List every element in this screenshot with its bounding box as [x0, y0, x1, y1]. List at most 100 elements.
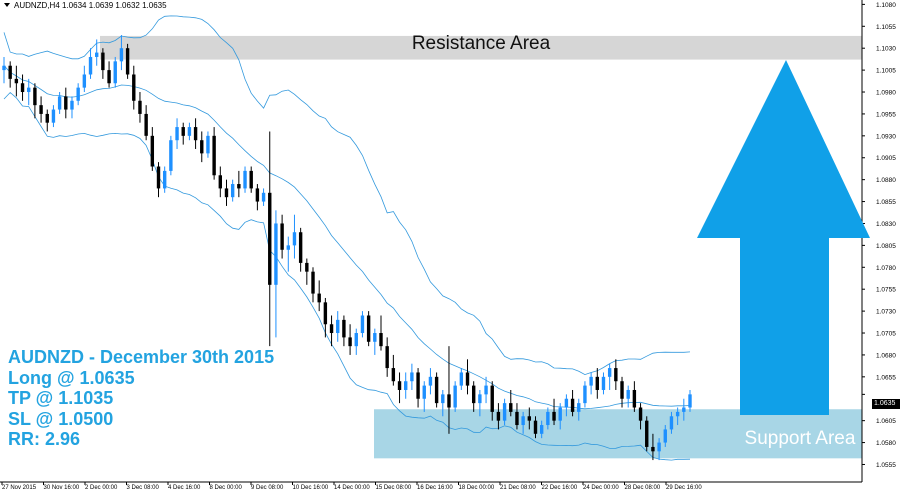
support-label: Support Area	[744, 428, 856, 449]
candle-body	[150, 135, 155, 167]
y-tick-label: 1.0805	[876, 243, 896, 250]
candle	[577, 398, 581, 421]
bollinger-middle	[3, 65, 691, 410]
x-tick-label: 9 Dec 08:00	[251, 485, 284, 491]
y-tick-label: 1.0605	[876, 418, 896, 425]
current-price-badge: 1.0635	[872, 399, 900, 409]
candle	[509, 389, 513, 417]
y-tick-label: 1.1080	[876, 2, 896, 9]
candle-body	[570, 398, 575, 412]
candle-body	[484, 385, 488, 395]
candle	[570, 389, 575, 417]
candle	[132, 65, 136, 110]
candle-body	[193, 127, 198, 141]
candle	[230, 179, 235, 202]
x-tick-label: 10 Dec 16:00	[293, 485, 329, 491]
candle	[614, 359, 618, 390]
candle-body	[533, 420, 538, 434]
candle-body	[64, 96, 68, 110]
candle-body	[218, 175, 223, 189]
trade-reward-risk: RR: 2.96	[8, 429, 81, 449]
y-tick-label: 1.1005	[876, 68, 896, 75]
candle	[218, 166, 223, 198]
candle	[379, 315, 383, 351]
candle	[224, 179, 229, 206]
candle-body	[638, 407, 643, 421]
candle-body	[360, 315, 365, 334]
trade-take-profit: TP @ 1.1035	[8, 388, 114, 408]
candle	[490, 381, 494, 421]
candle	[76, 83, 80, 106]
candle	[57, 92, 62, 114]
symbol-info: AUDNZD,H4 1.0634 1.0639 1.0632 1.0635	[14, 1, 167, 10]
candle-body	[465, 372, 470, 386]
candle-body	[76, 87, 80, 101]
candle	[45, 109, 49, 132]
symbol-menu-icon[interactable]	[4, 3, 10, 7]
candle-body	[539, 425, 544, 434]
candle	[70, 96, 74, 119]
candle-body	[447, 394, 451, 408]
candle-body	[329, 324, 334, 334]
candle-body	[70, 100, 74, 110]
candle	[150, 127, 155, 171]
candle	[626, 385, 630, 408]
candle	[607, 363, 612, 390]
y-tick-label: 1.0555	[876, 462, 896, 469]
candle-body	[2, 65, 6, 71]
candle	[354, 328, 358, 355]
candle	[583, 381, 587, 408]
candle-body	[119, 48, 124, 62]
candle-body	[391, 368, 396, 382]
candle	[416, 368, 420, 408]
x-tick-label: 18 Dec 00:00	[459, 485, 495, 491]
candle	[243, 166, 247, 193]
candle-body	[169, 140, 173, 171]
candle-body	[255, 188, 260, 202]
candle-body	[187, 127, 192, 136]
candle-body	[33, 87, 37, 106]
candle-body	[323, 302, 328, 325]
candle-body	[620, 381, 624, 399]
candle-body	[144, 113, 148, 136]
candle	[88, 48, 93, 79]
x-tick-label: 30 Nov 16:00	[44, 485, 80, 491]
candle	[39, 96, 43, 123]
candle-body	[688, 394, 692, 408]
candle-body	[348, 337, 352, 347]
x-tick-label: 3 Dec 08:00	[127, 485, 160, 491]
bollinger-upper	[3, 15, 691, 376]
y-tick-label: 1.0680	[876, 352, 896, 359]
y-tick-label: 1.0930	[876, 133, 896, 140]
candle	[292, 214, 297, 259]
candle	[342, 315, 346, 347]
candle-body	[317, 293, 321, 303]
x-tick-label: 21 Dec 08:00	[500, 485, 536, 491]
candle	[422, 381, 426, 412]
x-tick-label: 2 Dec 00:00	[85, 485, 118, 491]
candle	[261, 188, 266, 206]
resistance-zone	[100, 35, 862, 60]
candle-body	[379, 333, 383, 347]
candle	[144, 105, 148, 141]
up-arrow-icon	[697, 60, 870, 415]
x-tick-label: 8 Dec 00:00	[210, 485, 243, 491]
bollinger-lower	[3, 91, 691, 461]
candle	[20, 74, 25, 101]
candle-body	[162, 170, 167, 189]
candle	[459, 368, 464, 390]
candle	[453, 381, 457, 412]
candle	[268, 131, 272, 347]
candle	[255, 184, 260, 211]
x-tick-label: 28 Dec 08:00	[625, 485, 661, 491]
candle	[434, 372, 439, 408]
candle	[181, 122, 185, 145]
candle-body	[663, 429, 667, 443]
candle-body	[125, 48, 130, 75]
y-tick-label: 1.1030	[876, 46, 896, 53]
candle	[385, 337, 389, 377]
candle	[162, 166, 167, 193]
candle	[336, 311, 340, 342]
candle	[286, 236, 290, 272]
candle	[95, 39, 99, 66]
